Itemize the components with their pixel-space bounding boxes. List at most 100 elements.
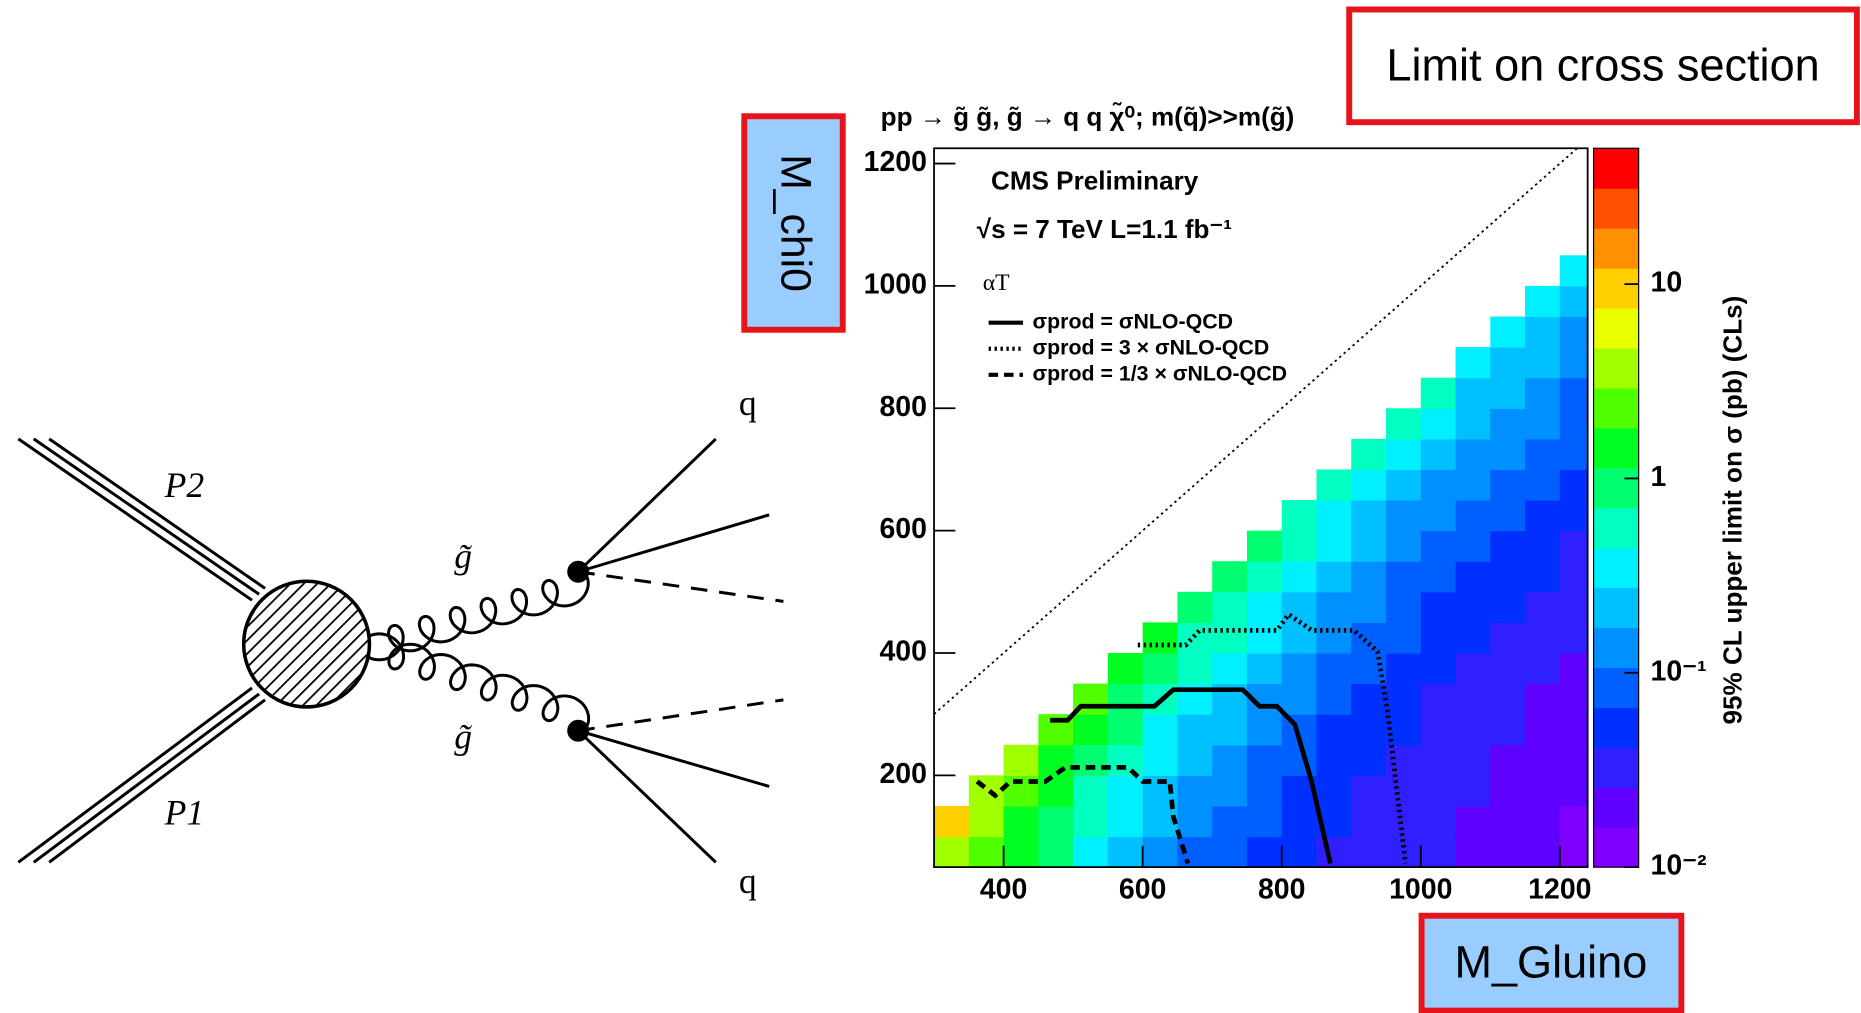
heatmap-cell <box>1107 775 1144 807</box>
heatmap-cell <box>1281 561 1318 593</box>
heatmap-cell <box>1455 469 1491 501</box>
colorbar-step <box>1593 427 1639 469</box>
heatmap-cell <box>1073 744 1109 776</box>
heatmap-cell <box>1281 530 1318 562</box>
heatmap-cell <box>1455 805 1491 838</box>
heatmap-cell <box>1316 652 1352 685</box>
gluon-line <box>356 632 591 733</box>
diagram-label: q <box>739 383 757 423</box>
colorbar-step <box>1593 347 1639 389</box>
colorbar-step <box>1593 587 1639 629</box>
heatmap-cell <box>1490 805 1526 838</box>
heatmap-cell <box>1525 622 1561 654</box>
heatmap-cell <box>1490 316 1526 348</box>
heatmap-cell <box>1142 805 1179 838</box>
heatmap-cell <box>1177 652 1213 685</box>
heatmap-cell <box>1525 714 1561 746</box>
heatmap-cell <box>1490 775 1526 807</box>
heatmap-cell <box>1490 469 1526 501</box>
heatmap-cell <box>1455 744 1491 776</box>
heatmap-cell <box>1420 561 1457 593</box>
heatmap-cell <box>1246 530 1283 562</box>
heatmap-cell <box>1525 408 1561 440</box>
heatmap-cell <box>1455 836 1491 868</box>
heatmap-cell <box>1351 469 1387 501</box>
heatmap-cell <box>1316 530 1352 562</box>
colorbar-step <box>1593 547 1639 589</box>
heatmap-cell <box>1455 500 1491 532</box>
heatmap-cell <box>1246 622 1283 654</box>
heatmap-cell <box>1142 714 1179 746</box>
heatmap-cell <box>1420 591 1457 623</box>
heatmap-cell <box>1559 591 1588 623</box>
heatmap-cell <box>1316 714 1352 746</box>
quark-line <box>577 513 770 574</box>
heatmap-cell <box>1316 683 1352 715</box>
heatmap-cell <box>1559 714 1588 746</box>
heatmap-cell <box>1386 591 1422 623</box>
heatmap-cell <box>1142 652 1179 685</box>
heatmap-cell <box>1559 285 1588 318</box>
y-tick-label: 400 <box>879 635 926 667</box>
colorbar-step <box>1593 148 1639 189</box>
heatmap-cell <box>1107 836 1144 868</box>
heatmap-cell <box>1246 744 1283 776</box>
heatmap-cell <box>1386 775 1422 807</box>
heatmap-cell <box>1559 316 1588 348</box>
heatmap-cell <box>1212 652 1248 685</box>
heatmap-cell <box>1351 561 1387 593</box>
heatmap-cell <box>1525 805 1561 838</box>
annotation: M_chi0 <box>772 154 820 292</box>
heatmap-cell <box>1212 775 1248 807</box>
heatmap-cell <box>934 836 970 868</box>
colorbar-step <box>1593 707 1639 748</box>
heatmap-cell <box>1351 622 1387 654</box>
heatmap-cell <box>1212 836 1248 868</box>
heatmap-cell <box>1490 347 1526 379</box>
heatmap-cell <box>1351 530 1387 562</box>
heatmap-cell <box>1177 775 1213 807</box>
annotation-box <box>741 113 846 333</box>
quark-line <box>577 437 717 573</box>
x-tick-label: 600 <box>1119 873 1166 905</box>
colorbar-step <box>1593 627 1639 669</box>
x-tick-label: 1000 <box>1389 873 1452 905</box>
heatmap-cell <box>1455 775 1491 807</box>
vertex <box>567 560 590 583</box>
annotation-box <box>1346 6 1860 126</box>
legend-label: σprod = 1/3 × σNLO-QCD <box>1033 361 1288 385</box>
colorbar-step <box>1593 667 1639 708</box>
neutralino-line <box>577 698 784 733</box>
colorbar-step <box>1593 747 1639 788</box>
colorbar-step <box>1593 308 1639 349</box>
colorbar-step <box>1593 467 1639 509</box>
y-tick-label: 1000 <box>864 268 927 300</box>
heatmap-cell <box>1351 683 1387 715</box>
stat-text: CMS Preliminary <box>991 166 1199 196</box>
heatmap-cell <box>1525 775 1561 807</box>
heatmap-cell <box>1281 652 1318 685</box>
heatmap-cell <box>1420 683 1457 715</box>
heatmap-cell <box>1107 805 1144 838</box>
heatmap-cell <box>1351 591 1387 623</box>
diagram-label: g̃ <box>454 536 473 576</box>
annotation-box <box>1418 912 1685 1013</box>
heatmap-cell <box>1281 805 1318 838</box>
heatmap <box>934 148 1588 868</box>
heatmap-cell <box>1386 469 1422 501</box>
annotation: Limit on cross section <box>1386 40 1819 91</box>
colorbar-frame <box>1592 147 1640 868</box>
heatmap-cell <box>1316 775 1352 807</box>
colorbar-step <box>1593 228 1639 269</box>
heatmap-cell <box>1246 652 1283 685</box>
diagram-label: g̃ <box>454 716 473 756</box>
heatmap-cell <box>1386 805 1422 838</box>
heatmap-cell <box>1420 805 1457 838</box>
colorbar-tick-label: 10 <box>1651 267 1683 299</box>
heatmap-cell <box>1281 500 1318 532</box>
heatmap-cell <box>1246 591 1283 623</box>
heatmap-cell <box>1455 408 1491 440</box>
heatmap-cell <box>1351 652 1387 685</box>
